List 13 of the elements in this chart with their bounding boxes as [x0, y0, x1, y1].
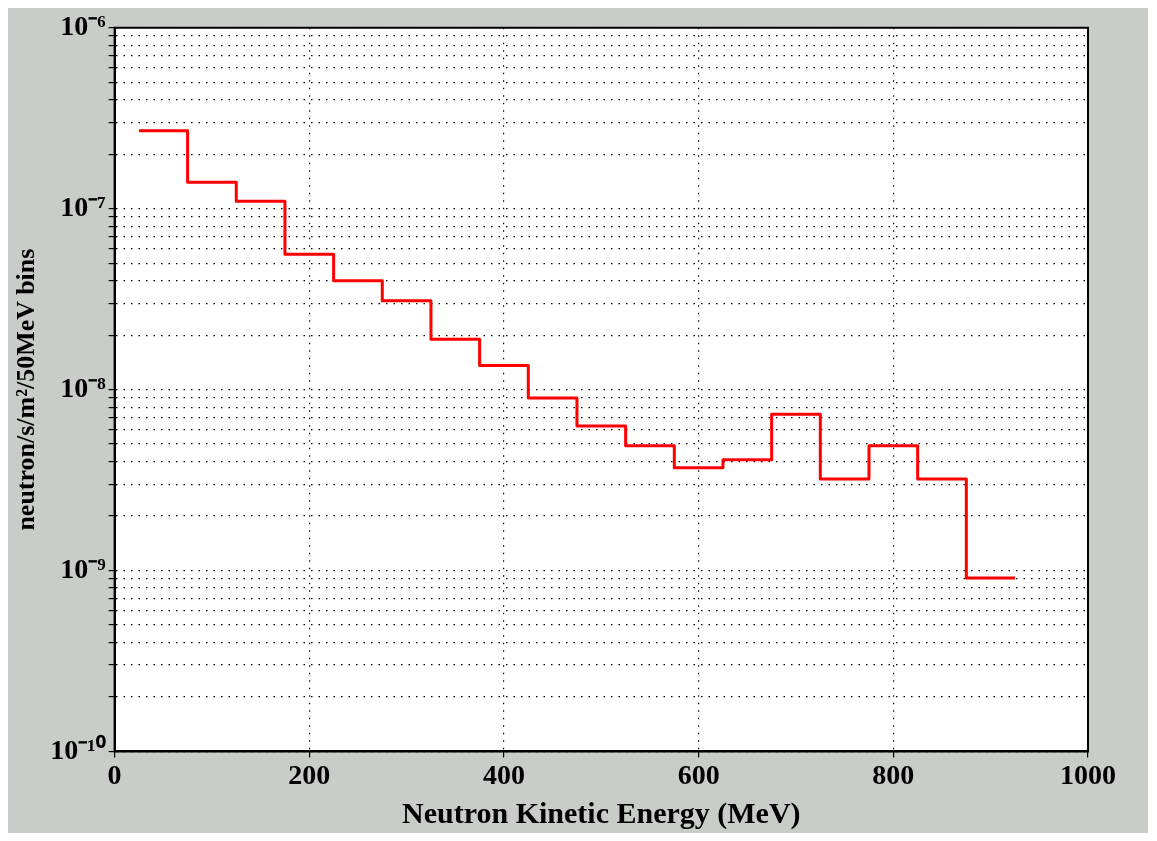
- x-tick-label: 0: [107, 759, 122, 791]
- x-axis-title: Neutron Kinetic Energy (MeV): [402, 795, 801, 830]
- y-tick-label: 10⁻⁸: [60, 371, 106, 403]
- y-tick-label: 10⁻¹⁰: [50, 733, 106, 765]
- x-tick-label: 200: [288, 759, 331, 791]
- x-tick-label: 400: [482, 759, 525, 791]
- y-axis-title: neutron/s/m²/50MeV bins: [11, 248, 41, 531]
- x-tick-label: 800: [872, 759, 915, 791]
- y-tick-label: 10⁻⁷: [60, 190, 106, 222]
- x-tick-label: 600: [677, 759, 720, 791]
- x-tick-label: 1000: [1060, 759, 1116, 791]
- y-tick-label: 10⁻⁹: [60, 552, 106, 584]
- y-tick-label: 10⁻⁶: [60, 10, 106, 42]
